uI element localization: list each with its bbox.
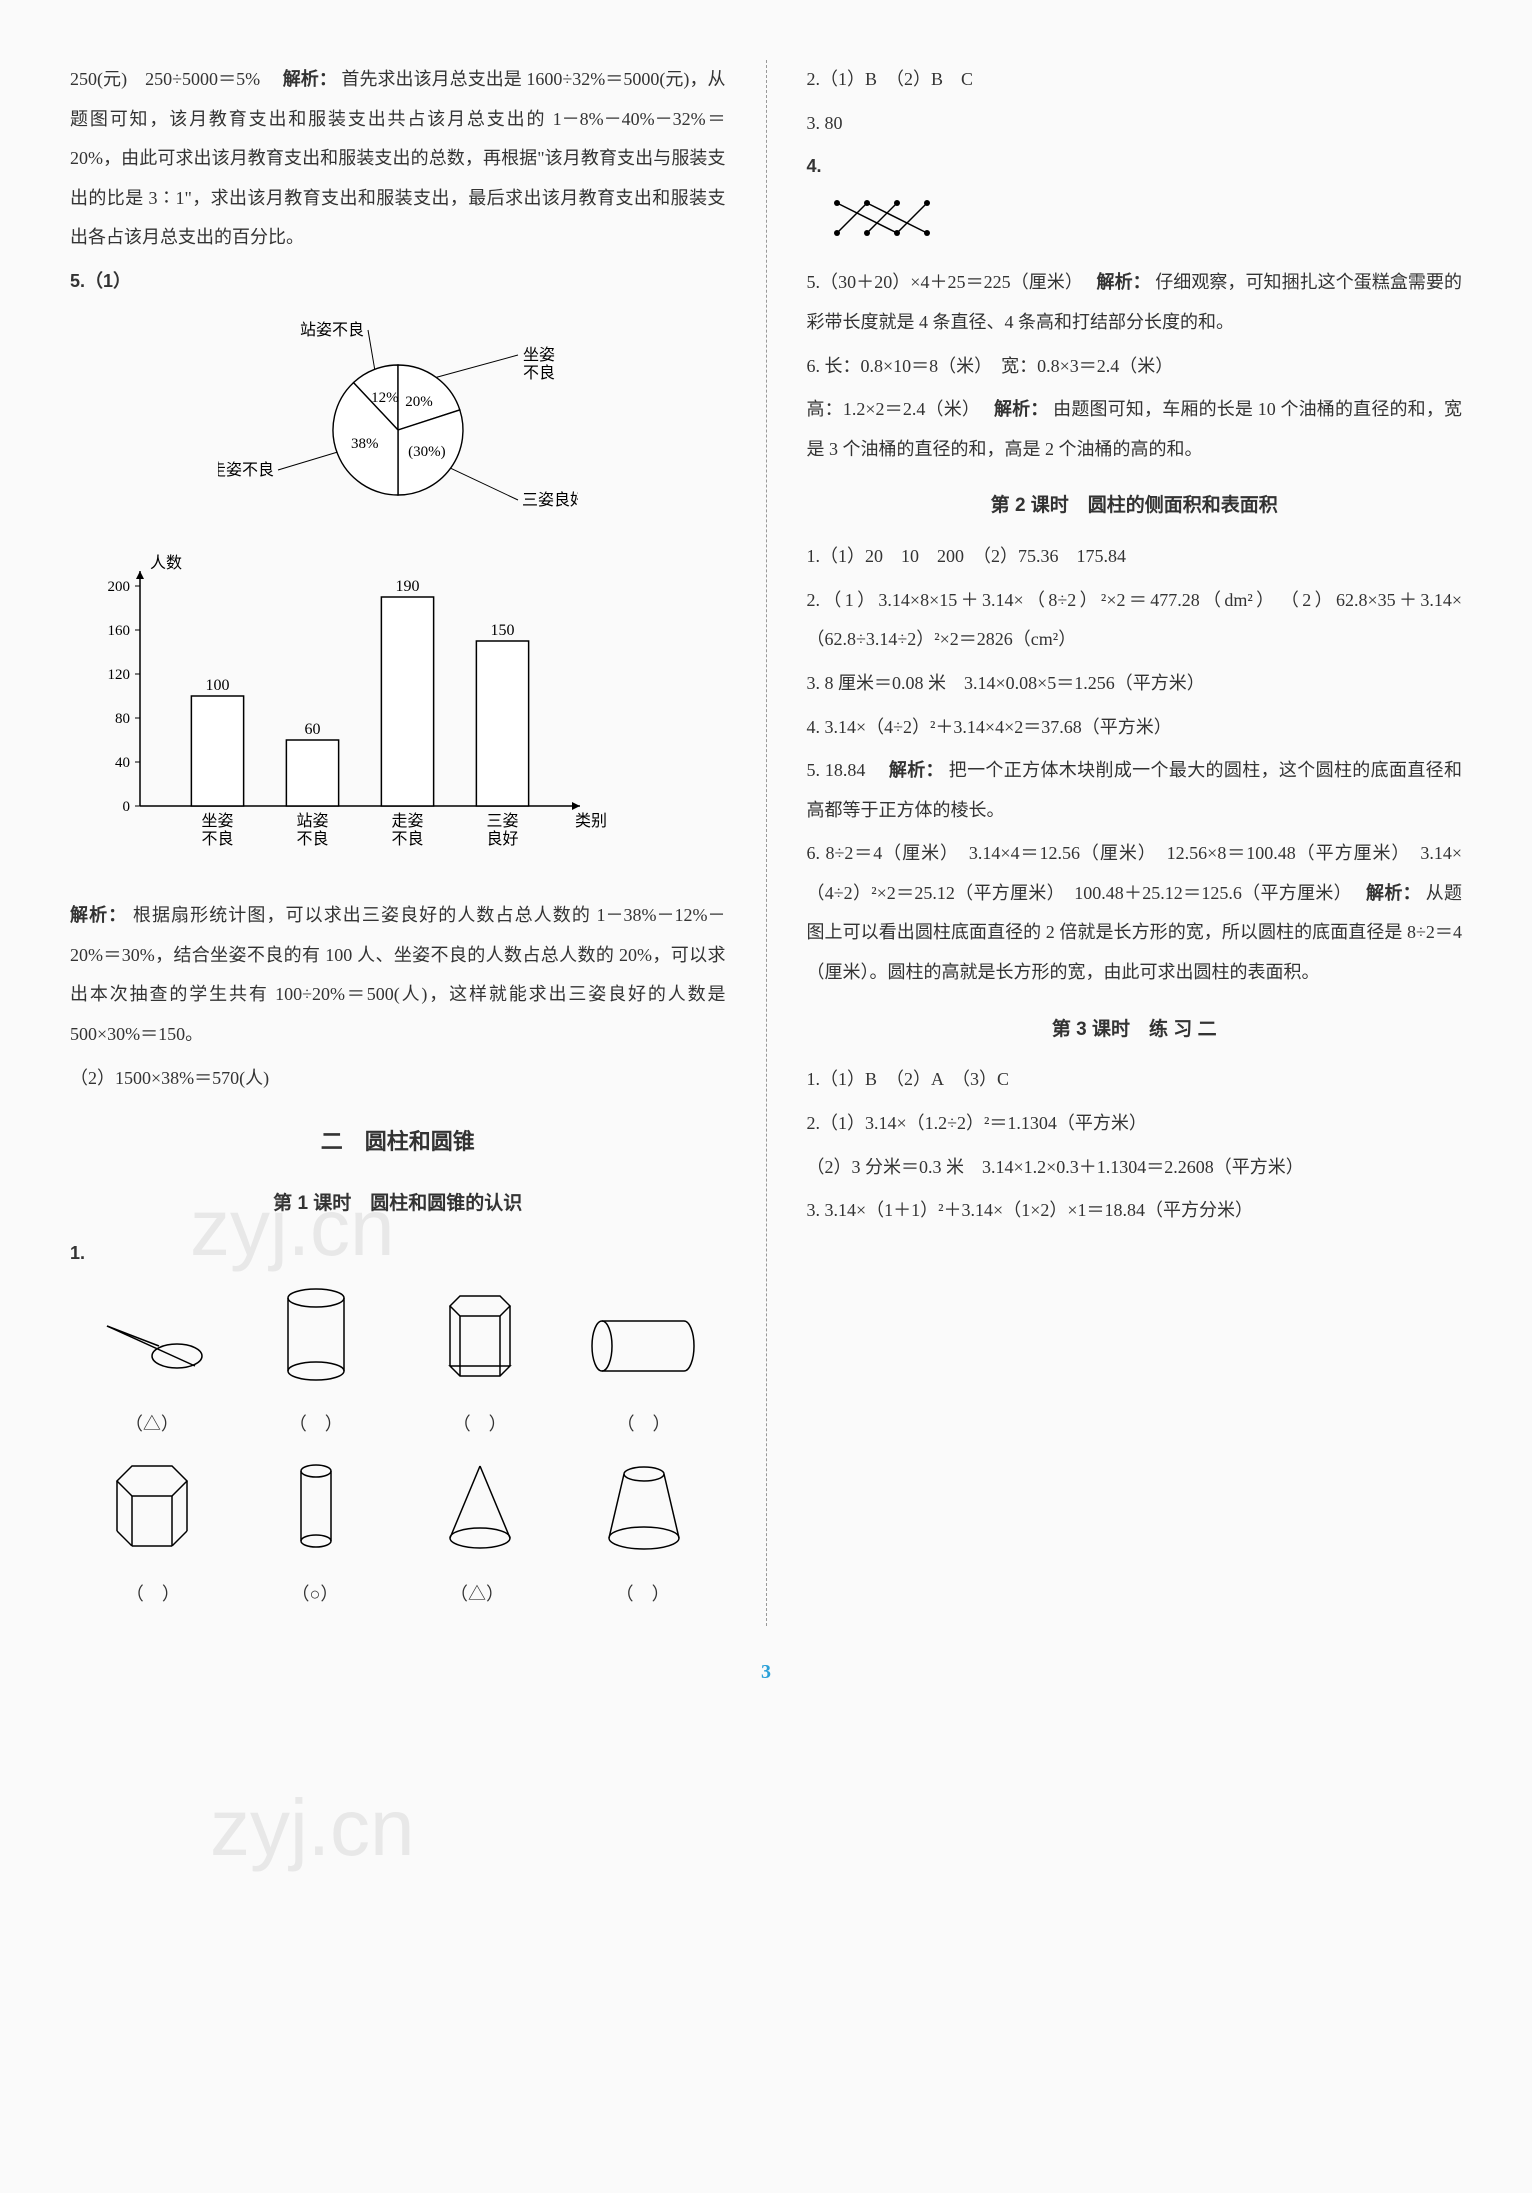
analysis-label: 解析： — [70, 905, 127, 925]
shape-answer: （ ） — [126, 1575, 180, 1615]
svg-text:三姿: 三姿 — [486, 812, 518, 830]
bar-chart: 04080120160200人数类别100坐姿不良60站姿不良190走姿不良15… — [70, 546, 726, 881]
analysis-label: 解析： — [283, 69, 337, 89]
svg-text:100: 100 — [206, 677, 230, 694]
watermark: zyj.cn — [210, 1740, 415, 1916]
shape-cone-tilted — [92, 1296, 212, 1401]
text: 4. — [807, 147, 1463, 187]
page-number: 3 — [70, 1650, 1462, 1694]
text: 3. 3.14×（1＋1）²＋3.14×（1×2）×1＝18.84（平方分米） — [807, 1191, 1463, 1231]
svg-text:不良: 不良 — [523, 364, 555, 382]
pie-chart: 12% 20% (30%) 38% 站姿不良坐姿不良三姿良好 走姿不良 — [70, 310, 726, 530]
svg-text:站姿不良: 站姿不良 — [300, 321, 364, 339]
paragraph: 6. 8÷2＝4（厘米） 3.14×4＝12.56（厘米） 12.56×8＝10… — [807, 834, 1463, 992]
shape-answer: （△） — [450, 1575, 504, 1615]
cross-diagram — [827, 193, 1463, 258]
question-label: 5.（1） — [70, 262, 726, 302]
text: 6. 8÷2＝4（厘米） 3.14×4＝12.56（厘米） 12.56×8＝10… — [807, 843, 1463, 903]
bar-svg: 04080120160200人数类别100坐姿不良60站姿不良190走姿不良15… — [70, 546, 630, 866]
svg-text:150: 150 — [491, 622, 515, 639]
shape-cone — [420, 1456, 540, 1571]
question-label: 1. — [70, 1234, 726, 1274]
svg-text:120: 120 — [108, 667, 131, 683]
pie-svg: 12% 20% (30%) 38% 站姿不良坐姿不良三姿良好 走姿不良 — [218, 310, 578, 530]
shape-answer: （○） — [291, 1575, 338, 1615]
shape-frustum — [584, 1456, 704, 1571]
lesson-heading: 第 1 课时 圆柱和圆锥的认识 — [70, 1183, 726, 1225]
svg-text:不良: 不良 — [296, 830, 328, 848]
svg-text:不良: 不良 — [201, 830, 233, 848]
text: 2.（1）3.14×8×15＋3.14×（8÷2）²×2＝477.28（dm²）… — [807, 581, 1463, 660]
text: 4. 3.14×（4÷2）²＋3.14×4×2＝37.68（平方米） — [807, 708, 1463, 748]
paragraph: 解析： 根据扇形统计图，可以求出三姿良好的人数占总人数的 1－38%－12%－2… — [70, 896, 726, 1054]
shape-answer: （ ） — [453, 1405, 507, 1445]
section-heading: 二 圆柱和圆锥 — [70, 1118, 726, 1166]
svg-text:80: 80 — [115, 711, 130, 727]
svg-text:190: 190 — [396, 578, 420, 595]
text: 3. 8 厘米＝0.08 米 3.14×0.08×5＝1.256（平方米） — [807, 664, 1463, 704]
paragraph: 5. 18.84 解析： 把一个正方体木块削成一个最大的圆柱，这个圆柱的底面直径… — [807, 751, 1463, 830]
analysis-label: 解析： — [1366, 883, 1421, 903]
svg-text:三姿良好: 三姿良好 — [522, 491, 578, 509]
text: 高：1.2×2＝2.4（米） — [807, 399, 990, 419]
left-column: 250(元) 250÷5000＝5% 解析： 首先求出该月总支出是 1600÷3… — [70, 60, 726, 1626]
lesson-heading: 第 3 课时 练 习 二 — [807, 1009, 1463, 1051]
svg-text:38%: 38% — [351, 436, 379, 452]
shape-cylinder-side — [584, 1306, 704, 1401]
svg-text:良好: 良好 — [486, 830, 518, 848]
svg-text:人数: 人数 — [150, 554, 182, 572]
svg-text:60: 60 — [305, 721, 321, 738]
svg-text:走姿: 走姿 — [391, 812, 423, 830]
lesson-heading: 第 2 课时 圆柱的侧面积和表面积 — [807, 485, 1463, 527]
text: 1.（1）20 10 200 （2）75.36 175.84 — [807, 537, 1463, 577]
svg-text:坐姿: 坐姿 — [523, 346, 555, 364]
question-label: 4. — [807, 156, 822, 176]
text: 根据扇形统计图，可以求出三姿良好的人数占总人数的 1－38%－12%－20%＝3… — [70, 905, 726, 1044]
svg-text:40: 40 — [115, 755, 130, 771]
svg-text:12%: 12% — [371, 389, 399, 405]
text: 6. 长：0.8×10＝8（米） 宽：0.8×3＝2.4（米） — [807, 347, 1463, 387]
text: 3. 80 — [807, 104, 1463, 144]
right-column: 2.（1）B （2）B C 3. 80 4. 5.（30＋20）×4＋25＝22… — [807, 60, 1463, 1626]
svg-text:160: 160 — [108, 623, 131, 639]
svg-text:站姿: 站姿 — [296, 812, 328, 830]
text: 1.（1）B （2）A （3）C — [807, 1060, 1463, 1100]
svg-text:0: 0 — [123, 799, 131, 815]
svg-text:20%: 20% — [405, 394, 433, 410]
svg-text:走姿不良: 走姿不良 — [218, 461, 274, 479]
shape-answer: （△） — [125, 1405, 179, 1445]
svg-text:类别: 类别 — [575, 812, 607, 830]
paragraph: 250(元) 250÷5000＝5% 解析： 首先求出该月总支出是 1600÷3… — [70, 60, 726, 258]
text: 2.（1）3.14×（1.2÷2）²＝1.1304（平方米） — [807, 1104, 1463, 1144]
shapes-grid: （△） （ ） （ ） （ ） — [70, 1286, 726, 1614]
analysis-label: 解析： — [1097, 272, 1151, 292]
text: 250(元) 250÷5000＝5% — [70, 69, 278, 89]
column-divider — [766, 60, 767, 1626]
paragraph: 高：1.2×2＝2.4（米） 解析： 由题图可知，车厢的长是 10 个油桶的直径… — [807, 390, 1463, 469]
shape-hex-prism — [92, 1456, 212, 1571]
shape-cylinder-tall — [256, 1286, 376, 1401]
shape-cylinder-small — [256, 1456, 376, 1571]
shape-answer: （ ） — [616, 1575, 670, 1615]
text: （2）3 分米＝0.3 米 3.14×1.2×0.3＋1.1304＝2.2608… — [807, 1148, 1463, 1188]
text: （2）1500×38%＝570(人) — [70, 1059, 726, 1099]
shape-prism-hex — [420, 1286, 540, 1401]
paragraph: 5.（30＋20）×4＋25＝225（厘米） 解析： 仔细观察，可知捆扎这个蛋糕… — [807, 263, 1463, 342]
shape-answer: （ ） — [289, 1405, 343, 1445]
text: 5.（30＋20）×4＋25＝225（厘米） — [807, 272, 1092, 292]
svg-text:200: 200 — [108, 579, 131, 595]
svg-text:不良: 不良 — [391, 830, 423, 848]
text: 首先求出该月总支出是 1600÷32%＝5000(元)，从题图可知，该月教育支出… — [70, 69, 726, 247]
analysis-label: 解析： — [889, 760, 944, 780]
text: 2.（1）B （2）B C — [807, 60, 1463, 100]
text: 5. 18.84 — [807, 760, 885, 780]
svg-text:坐姿: 坐姿 — [201, 812, 233, 830]
svg-text:(30%): (30%) — [408, 444, 446, 460]
shape-answer: （ ） — [617, 1405, 671, 1445]
analysis-label: 解析： — [994, 399, 1049, 419]
